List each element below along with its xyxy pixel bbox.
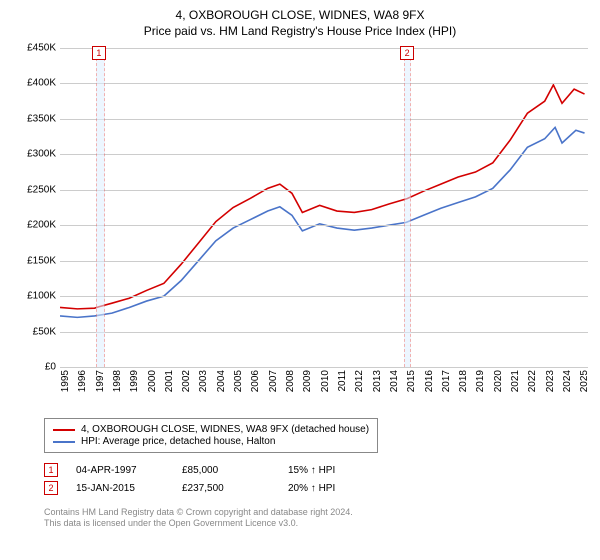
chart-container: 4, OXBOROUGH CLOSE, WIDNES, WA8 9FX Pric… [0,0,600,539]
event-price: £237,500 [182,483,270,494]
chart-title: 4, OXBOROUGH CLOSE, WIDNES, WA8 9FX [12,8,588,22]
sale-marker-box: 2 [400,46,414,60]
chart-area: £0 £50K £100K £150K £200K £250K £300K £350K £400… [12,48,588,410]
gridline [60,225,588,226]
x-tick-label: 2002 [181,370,192,392]
event-row: 2 15-JAN-2015 £237,500 20% ↑ HPI [44,481,588,495]
x-tick-label: 2005 [233,370,244,392]
y-tick-label: £300K [27,149,56,160]
legend-swatch [53,441,75,443]
footnote-line: This data is licensed under the Open Gov… [44,518,588,528]
x-tick-label: 1995 [60,370,71,392]
event-list: 1 04-APR-1997 £85,000 15% ↑ HPI 2 15-JAN… [44,463,588,495]
event-marker-box: 1 [44,463,58,477]
legend-label: HPI: Average price, detached house, Halt… [81,436,275,447]
y-tick-label: £200K [27,220,56,231]
x-tick-label: 2011 [337,370,348,392]
x-axis-labels: 1995 1996 1997 1998 1999 2000 2001 2002 2003 2004… [60,368,588,410]
y-tick-label: £0 [45,362,56,373]
y-tick-label: £250K [27,184,56,195]
x-tick-label: 2012 [354,370,365,392]
x-tick-label: 2006 [250,370,261,392]
x-tick-label: 2008 [285,370,296,392]
series-lines [60,48,588,367]
x-tick-label: 2001 [164,370,175,392]
plot-region: £0£50K£100K£150K£200K£250K£300K£350K£400… [60,48,588,368]
x-tick-label: 2016 [424,370,435,392]
legend-item: 4, OXBOROUGH CLOSE, WIDNES, WA8 9FX (det… [53,424,369,435]
x-tick-label: 2024 [562,370,573,392]
legend-label: 4, OXBOROUGH CLOSE, WIDNES, WA8 9FX (det… [81,424,369,435]
x-tick-label: 2007 [268,370,279,392]
event-delta: 15% ↑ HPI [288,465,376,476]
x-tick-label: 2017 [441,370,452,392]
sale-marker-box: 1 [92,46,106,60]
x-tick-label: 1998 [112,370,123,392]
x-tick-label: 1997 [95,370,106,392]
x-tick-label: 2025 [579,370,590,392]
x-tick-label: 2023 [545,370,556,392]
x-tick-label: 2015 [406,370,417,392]
gridline [60,261,588,262]
gridline [60,83,588,84]
x-tick-label: 2013 [372,370,383,392]
gridline [60,48,588,49]
chart-subtitle: Price paid vs. HM Land Registry's House … [12,24,588,38]
y-tick-label: £150K [27,255,56,266]
sale-marker-band [404,48,411,367]
footnotes: Contains HM Land Registry data © Crown c… [44,507,588,528]
event-row: 1 04-APR-1997 £85,000 15% ↑ HPI [44,463,588,477]
y-tick-label: £450K [27,43,56,54]
x-tick-label: 2021 [510,370,521,392]
series-line [60,127,585,317]
x-tick-label: 2014 [389,370,400,392]
y-tick-label: £400K [27,78,56,89]
gridline [60,332,588,333]
gridline [60,296,588,297]
x-tick-label: 2022 [527,370,538,392]
event-marker-box: 2 [44,481,58,495]
x-tick-label: 2009 [302,370,313,392]
y-tick-label: £100K [27,291,56,302]
event-date: 04-APR-1997 [76,465,164,476]
legend-swatch [53,429,75,431]
x-tick-label: 2000 [147,370,158,392]
gridline [60,190,588,191]
x-tick-label: 2003 [198,370,209,392]
gridline [60,119,588,120]
footnote-line: Contains HM Land Registry data © Crown c… [44,507,588,517]
sale-marker-band [96,48,105,367]
event-price: £85,000 [182,465,270,476]
x-tick-label: 2018 [458,370,469,392]
event-date: 15-JAN-2015 [76,483,164,494]
x-tick-label: 2004 [216,370,227,392]
legend: 4, OXBOROUGH CLOSE, WIDNES, WA8 9FX (det… [44,418,378,453]
x-tick-label: 1996 [77,370,88,392]
x-tick-label: 2010 [320,370,331,392]
gridline [60,154,588,155]
y-tick-label: £50K [33,326,56,337]
y-tick-label: £350K [27,113,56,124]
legend-item: HPI: Average price, detached house, Halt… [53,436,369,447]
x-tick-label: 2019 [475,370,486,392]
x-tick-label: 1999 [129,370,140,392]
x-tick-label: 2020 [493,370,504,392]
event-delta: 20% ↑ HPI [288,483,376,494]
